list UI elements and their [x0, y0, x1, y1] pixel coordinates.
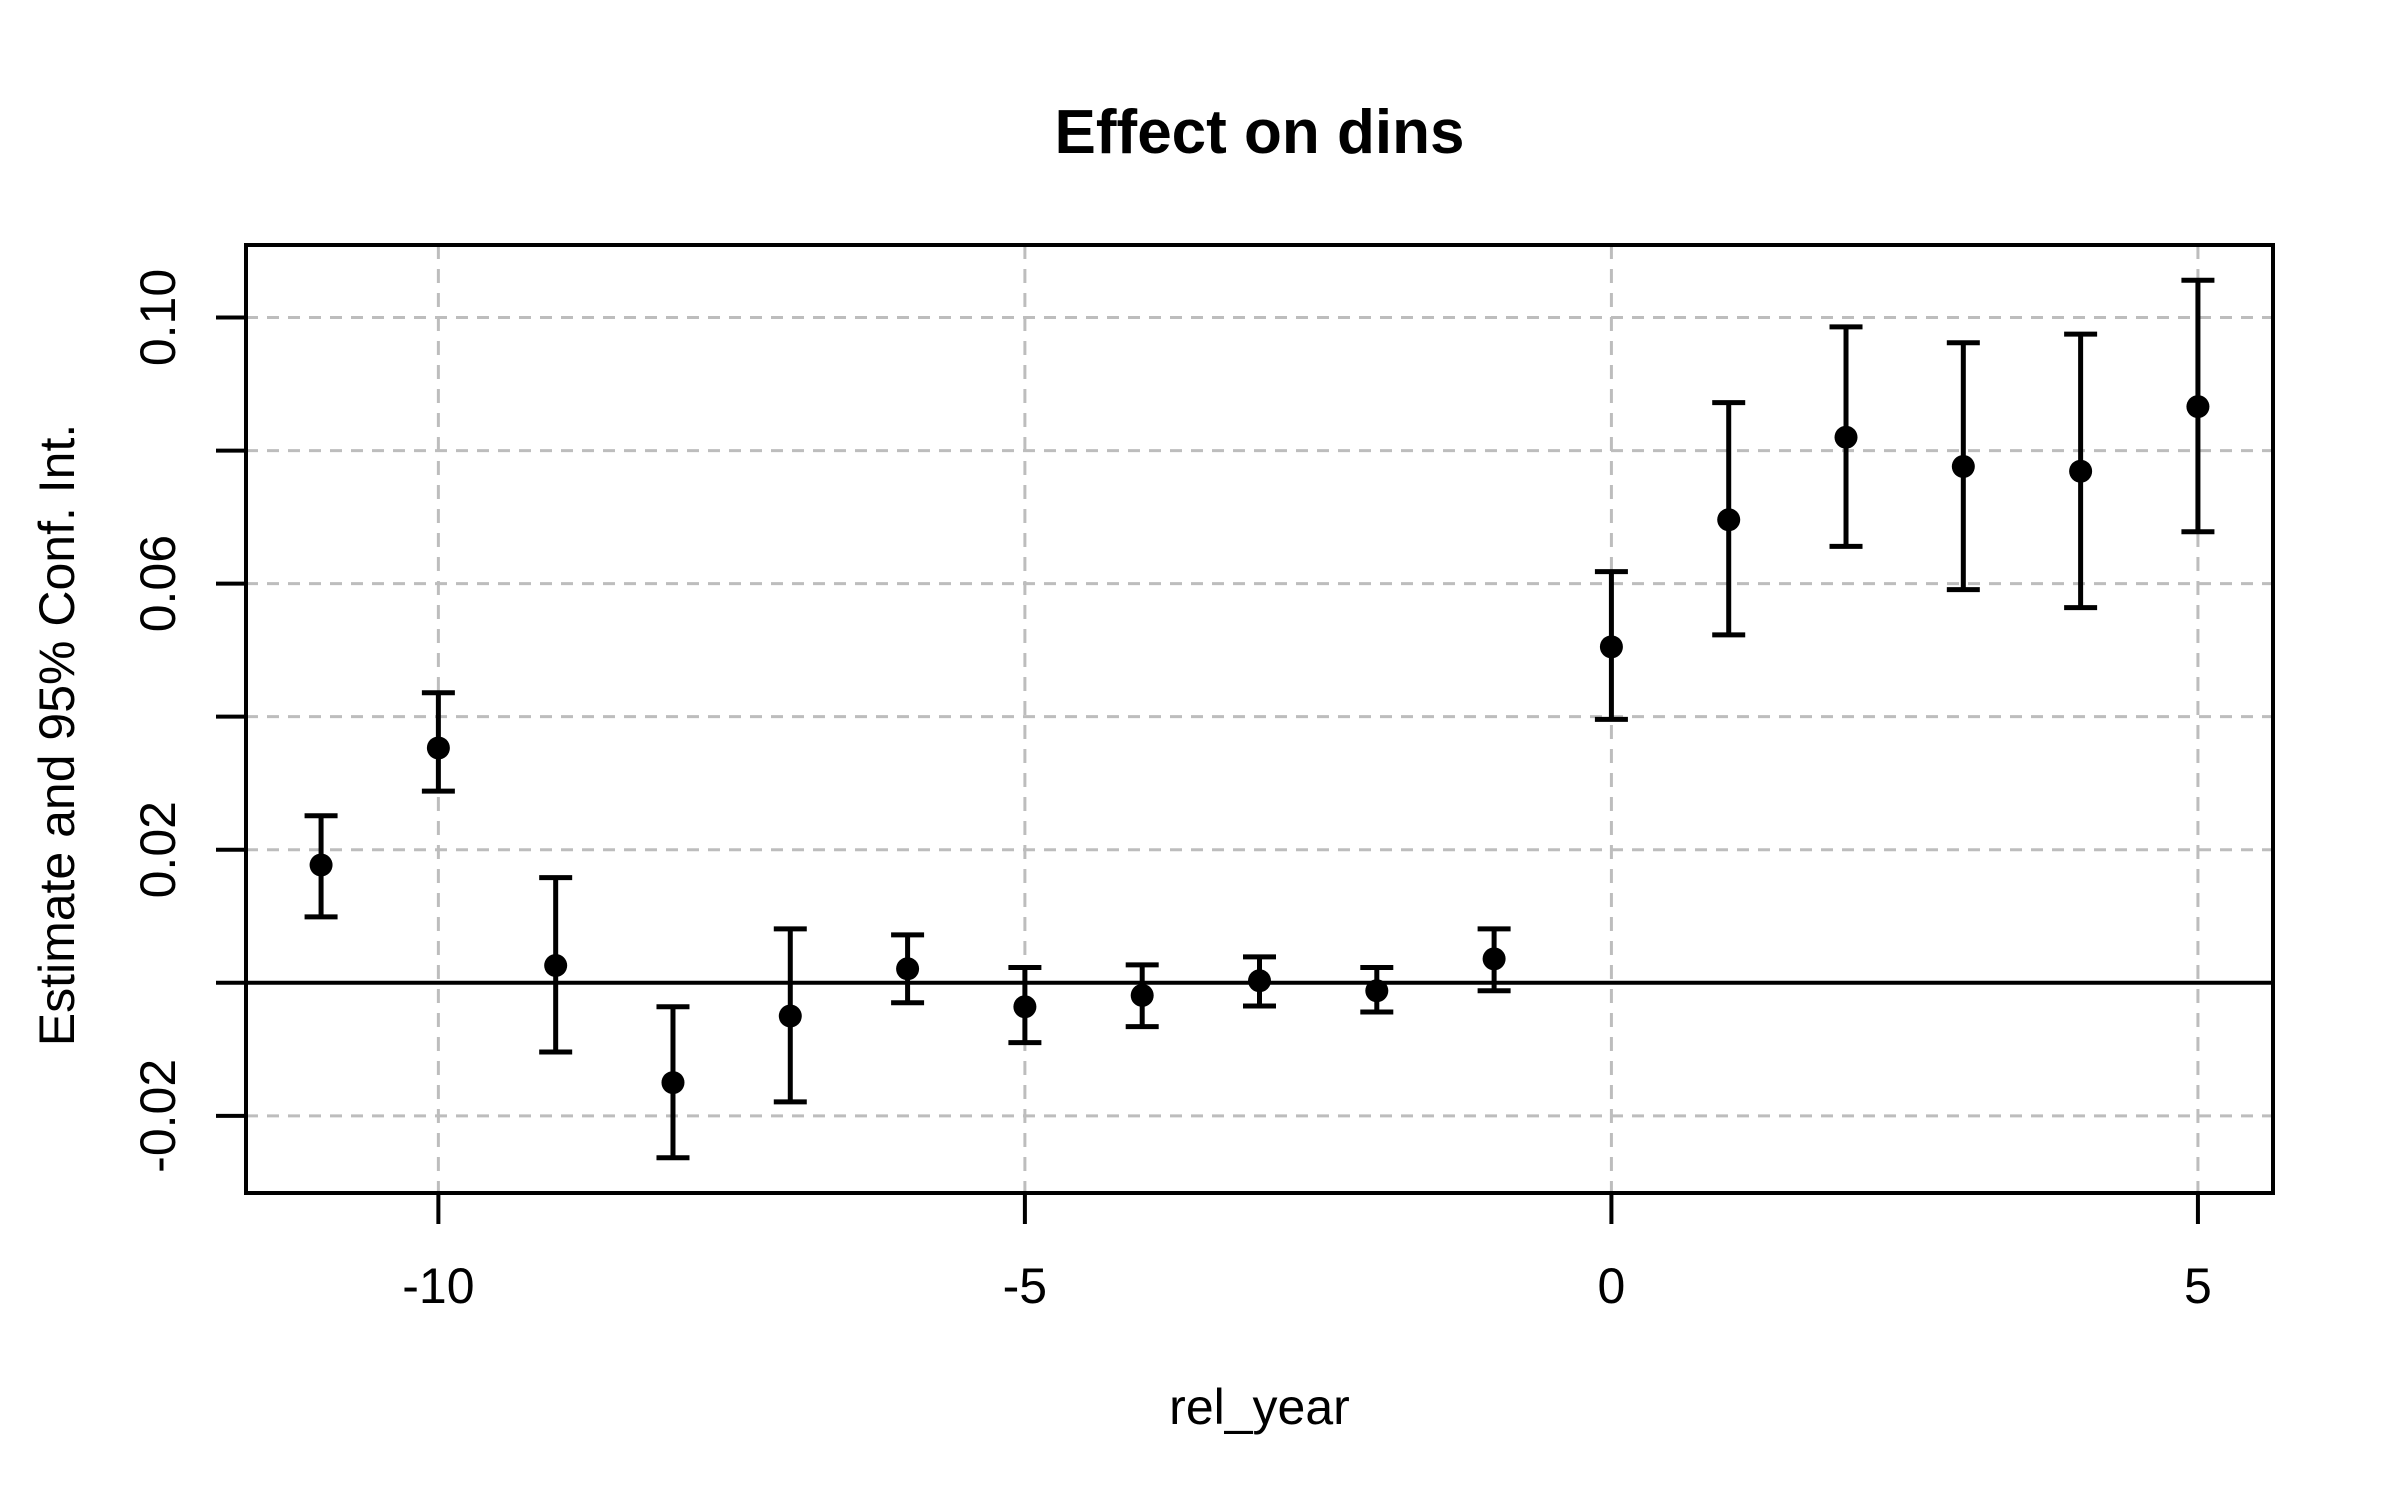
data-point: [661, 1071, 685, 1095]
x-axis-title: rel_year: [1169, 1379, 1350, 1435]
y-axis-title: Estimate and 95% Conf. Int.: [29, 423, 85, 1047]
data-point: [309, 853, 333, 877]
data-point: [1482, 947, 1506, 971]
x-tick-label: 5: [2184, 1258, 2212, 1314]
x-tick-label: -10: [402, 1258, 474, 1314]
data-point: [778, 1004, 802, 1028]
chart-title: Effect on dins: [1054, 98, 1465, 167]
y-tick-label: 0.06: [130, 535, 186, 632]
y-tick-label: -0.02: [130, 1059, 186, 1173]
data-point: [1365, 979, 1389, 1003]
data-point: [1130, 983, 1154, 1007]
data-point: [1599, 635, 1623, 659]
plot-border: [244, 243, 2275, 1195]
data-point: [896, 957, 920, 981]
data-point: [1248, 969, 1271, 993]
data-point: [2069, 459, 2093, 483]
data-point: [2186, 395, 2210, 419]
data-point: [1834, 425, 1858, 449]
data-point: [1951, 455, 1975, 479]
data-point: [544, 953, 568, 977]
x-tick-label: -5: [1003, 1258, 1047, 1314]
y-tick-label: 0.02: [130, 801, 186, 898]
data-point: [1013, 995, 1037, 1019]
x-tick-label: 0: [1598, 1258, 1626, 1314]
data-point: [1717, 508, 1741, 532]
y-tick-label: 0.10: [130, 269, 186, 366]
data-point: [426, 736, 450, 760]
